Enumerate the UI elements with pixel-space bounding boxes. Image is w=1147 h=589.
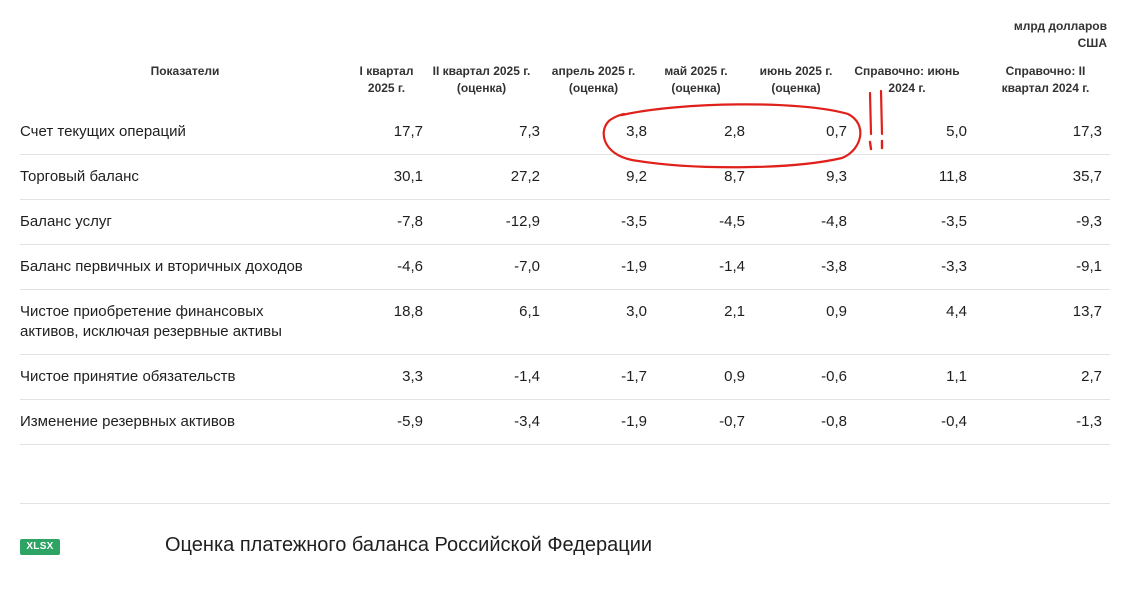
- table-cell: -0,7: [647, 399, 745, 445]
- table-cell: -3,3: [847, 244, 967, 290]
- table-cell: 18,8: [350, 289, 423, 355]
- table-cell: -0,4: [847, 399, 967, 445]
- column-header: Показатели: [150, 64, 220, 78]
- table-row: Торговый баланс 30,1 27,2 9,2 8,7 9,3 11…: [20, 154, 1110, 200]
- table-cell: 4,4: [847, 289, 967, 355]
- row-label: Изменение резервных активов: [20, 399, 350, 445]
- table-cell: -4,5: [647, 199, 745, 245]
- table-cell: 27,2: [423, 154, 540, 200]
- table-cell: -4,6: [350, 244, 423, 290]
- table-cell: 2,7: [967, 354, 1110, 400]
- row-label: Счет текущих операций: [20, 110, 350, 155]
- xlsx-file-badge[interactable]: XLSX: [20, 539, 60, 555]
- table-cell: 17,3: [967, 110, 1110, 155]
- column-header: Справочно: июнь 2024 г.: [854, 64, 960, 95]
- table-cell: 7,3: [423, 110, 540, 155]
- table-cell: -9,3: [967, 199, 1110, 245]
- table-cell: -1,9: [540, 399, 647, 445]
- column-header: I квартал 2025 г.: [359, 64, 414, 95]
- table-cell: -9,1: [967, 244, 1110, 290]
- table-cell: 35,7: [967, 154, 1110, 200]
- table-row: Счет текущих операций 17,7 7,3 3,8 2,8 0…: [20, 110, 1110, 155]
- column-header: Справочно: II квартал 2024 г.: [1001, 64, 1090, 95]
- column-header: май 2025 г. (оценка): [664, 64, 728, 95]
- table-cell: 5,0: [847, 110, 967, 155]
- table-cell: 30,1: [350, 154, 423, 200]
- table-cell: -0,6: [745, 354, 847, 400]
- table-cell: -3,4: [423, 399, 540, 445]
- table-cell: -3,8: [745, 244, 847, 290]
- table-cell: 2,1: [647, 289, 745, 355]
- table-cell: 0,9: [647, 354, 745, 400]
- row-label: Баланс первичных и вторичных доходов: [20, 244, 350, 290]
- table-cell: 3,8: [540, 110, 647, 155]
- table-cell: 2,8: [647, 110, 745, 155]
- table-cell: -3,5: [540, 199, 647, 245]
- table-cell: 8,7: [647, 154, 745, 200]
- table-cell: -3,5: [847, 199, 967, 245]
- row-label: Чистое приобретение финансовых активов, …: [20, 289, 350, 355]
- column-header: апрель 2025 г. (оценка): [551, 64, 636, 95]
- column-header: II квартал 2025 г. (оценка): [432, 64, 531, 95]
- table-cell: -1,9: [540, 244, 647, 290]
- table-row: Баланс услуг -7,8 -12,9 -3,5 -4,5 -4,8 -…: [20, 199, 1110, 245]
- row-label: Баланс услуг: [20, 199, 350, 245]
- table-cell: -0,8: [745, 399, 847, 445]
- table-row: Изменение резервных активов -5,9 -3,4 -1…: [20, 399, 1110, 445]
- table-cell: 17,7: [350, 110, 423, 155]
- table-cell: -12,9: [423, 199, 540, 245]
- table-cell: -4,8: [745, 199, 847, 245]
- table-cell: -7,8: [350, 199, 423, 245]
- table-cell: 0,7: [745, 110, 847, 155]
- table-cell: -1,4: [423, 354, 540, 400]
- balance-of-payments-table: Показатели I квартал 2025 г. II квартал …: [20, 58, 1110, 445]
- table-cell: 1,1: [847, 354, 967, 400]
- table-cell: 0,9: [745, 289, 847, 355]
- section-divider: [20, 503, 1110, 504]
- table-cell: -1,4: [647, 244, 745, 290]
- table-cell: 13,7: [967, 289, 1110, 355]
- table-cell: 9,3: [745, 154, 847, 200]
- table-row: Чистое приобретение финансовых активов, …: [20, 289, 1110, 355]
- column-header: июнь 2025 г. (оценка): [759, 64, 833, 95]
- table-row: Чистое принятие обязательств 3,3 -1,4 -1…: [20, 354, 1110, 400]
- unit-label: млрд долларов США: [1013, 19, 1107, 50]
- table-cell: 9,2: [540, 154, 647, 200]
- table-header-row: Показатели I квартал 2025 г. II квартал …: [20, 58, 1110, 110]
- table-cell: -1,3: [967, 399, 1110, 445]
- row-label: Чистое принятие обязательств: [20, 354, 350, 400]
- document-download-link[interactable]: Оценка платежного баланса Российской Фед…: [165, 534, 653, 556]
- table-cell: -7,0: [423, 244, 540, 290]
- table-cell: -5,9: [350, 399, 423, 445]
- table-cell: 3,3: [350, 354, 423, 400]
- table-cell: 6,1: [423, 289, 540, 355]
- table-cell: 11,8: [847, 154, 967, 200]
- table-cell: -1,7: [540, 354, 647, 400]
- table-row: Баланс первичных и вторичных доходов -4,…: [20, 244, 1110, 290]
- row-label: Торговый баланс: [20, 154, 350, 200]
- table-cell: 3,0: [540, 289, 647, 355]
